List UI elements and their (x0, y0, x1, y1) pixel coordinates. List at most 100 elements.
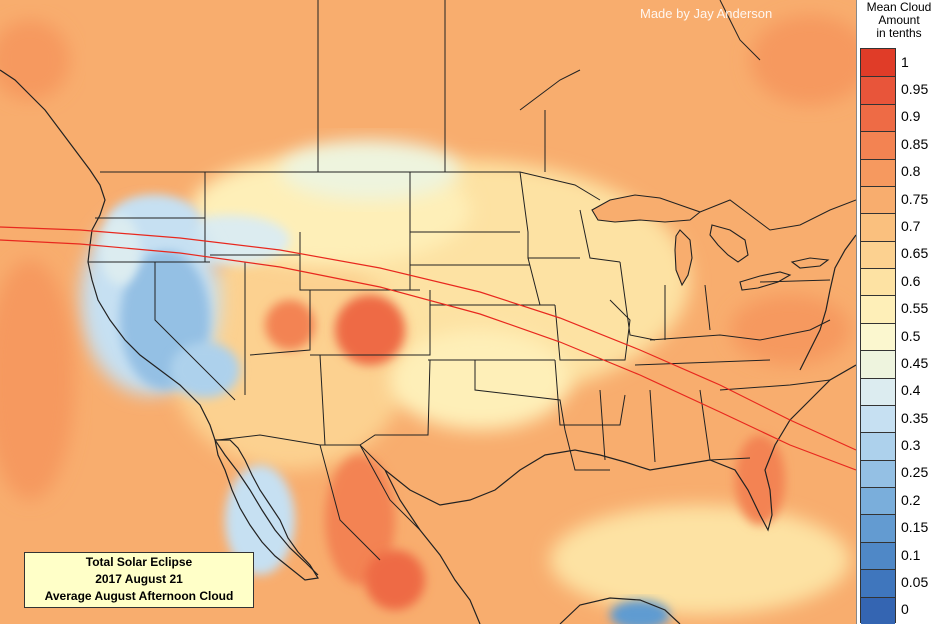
legend-title-line: in tenths (876, 26, 922, 40)
map-canvas (0, 0, 856, 624)
mexico-state-line (359, 444, 421, 531)
lake-huron (709, 224, 749, 263)
legend-label: 0.85 (901, 135, 929, 152)
cloud-zone (100, 215, 140, 285)
legend-label: 0.55 (901, 300, 929, 317)
credit-text: Made by Jay Anderson (640, 6, 773, 21)
nm-tx-line (359, 359, 431, 446)
yucatan-coast (559, 597, 681, 624)
ky-line (649, 334, 761, 341)
mn-line (519, 171, 580, 259)
cloud-shading (0, 15, 856, 624)
tn-line (634, 359, 771, 366)
legend-color-bar (860, 48, 896, 624)
cloud-map: Made by Jay Anderson Total Solar Eclipse… (0, 0, 856, 624)
mexico-gulf-coast (384, 469, 481, 624)
cloud-zone (730, 295, 850, 365)
cloud-zone (365, 550, 425, 610)
us-canada-border (100, 171, 601, 201)
legend-label: 0.4 (901, 382, 921, 399)
pa-line (759, 279, 831, 283)
legend-swatch (861, 459, 895, 488)
ga-line (699, 389, 751, 461)
legend-label: 0.95 (901, 81, 929, 98)
state-boundaries (88, 0, 856, 561)
legend-swatch (861, 49, 895, 77)
legend-swatch (861, 295, 895, 323)
legend-label: 0.8 (901, 163, 921, 180)
title-line-1: Total Solar Eclipse (85, 555, 193, 569)
mexico-state-line (319, 444, 381, 561)
legend-swatch (861, 569, 895, 597)
ut-co-line (249, 290, 311, 356)
ar-line (554, 359, 626, 426)
title-line-3: Average August Afternoon Cloud (44, 589, 234, 603)
legend-swatch (861, 76, 895, 104)
lake-michigan (674, 229, 693, 287)
legend-title: Mean Cloud Amount in tenths (857, 1, 940, 40)
cloud-zone (0, 20, 70, 100)
az-nm-line (319, 354, 326, 446)
legend-label: 0.25 (901, 464, 929, 481)
nc-sc-line (719, 379, 831, 391)
ok-tx-line (474, 360, 566, 431)
lake-superior (591, 194, 702, 223)
eclipse-path-north-limit (0, 226, 856, 451)
legend-swatch (861, 350, 895, 378)
legend-title-line: Mean Cloud (866, 0, 932, 14)
legend-label: 0.45 (901, 354, 929, 371)
legend-label: 0.15 (901, 519, 929, 536)
legend-swatch (861, 432, 895, 460)
nv-line (154, 262, 236, 401)
cloud-zone (335, 295, 405, 365)
cloud-zone (325, 455, 395, 585)
legend-label: 0.5 (901, 327, 921, 344)
baja-peninsula (214, 439, 319, 581)
legend-swatch (861, 158, 895, 186)
atlantic-coast (799, 234, 856, 371)
legend-swatch (861, 240, 895, 269)
lake-erie (739, 271, 792, 291)
legend-swatch (861, 541, 895, 570)
cloud-zone (750, 15, 856, 105)
pacific-coastline (0, 69, 319, 576)
eclipse-path (0, 226, 856, 471)
great-lakes (591, 194, 830, 291)
canada-province-line (719, 0, 761, 61)
legend-label: 0.7 (901, 217, 921, 234)
ia-line (527, 257, 555, 306)
legend-label: 0.65 (901, 245, 929, 262)
legend: Mean Cloud Amount in tenths 1 0.95 0.9 0.85… (856, 0, 940, 624)
oh-line (704, 284, 711, 331)
legend-label: 0.3 (901, 437, 921, 454)
cloud-zone (280, 140, 460, 200)
wi-line (579, 209, 621, 263)
title-line-2: 2017 August 21 (95, 572, 183, 586)
legend-swatch (861, 322, 895, 351)
cloud-zone (0, 260, 75, 500)
map-title-box: Total Solar Eclipse 2017 August 21 Avera… (24, 552, 254, 608)
legend-label: 0.2 (901, 491, 921, 508)
legend-label: 1 (901, 53, 909, 70)
canada-province-line (519, 69, 581, 111)
legend-swatch (861, 268, 895, 296)
cloud-zone (550, 505, 850, 615)
lake-ontario (790, 257, 830, 269)
va-line (759, 319, 831, 341)
mt-wy-line (210, 254, 420, 291)
legend-swatch (861, 213, 895, 241)
cloud-zone (265, 300, 315, 350)
eclipse-path-south-limit (0, 239, 856, 471)
legend-swatch (861, 131, 895, 159)
cloud-zone (735, 435, 785, 525)
us-canada-east (699, 199, 856, 231)
legend-label: 0.35 (901, 409, 929, 426)
il-line (619, 261, 656, 341)
legend-label: 0.9 (901, 108, 921, 125)
al-line (649, 389, 656, 463)
legend-swatch (861, 185, 895, 214)
legend-swatch (861, 404, 895, 433)
legend-label: 0 (901, 601, 909, 618)
legend-label: 0.6 (901, 272, 921, 289)
legend-swatch (861, 377, 895, 405)
